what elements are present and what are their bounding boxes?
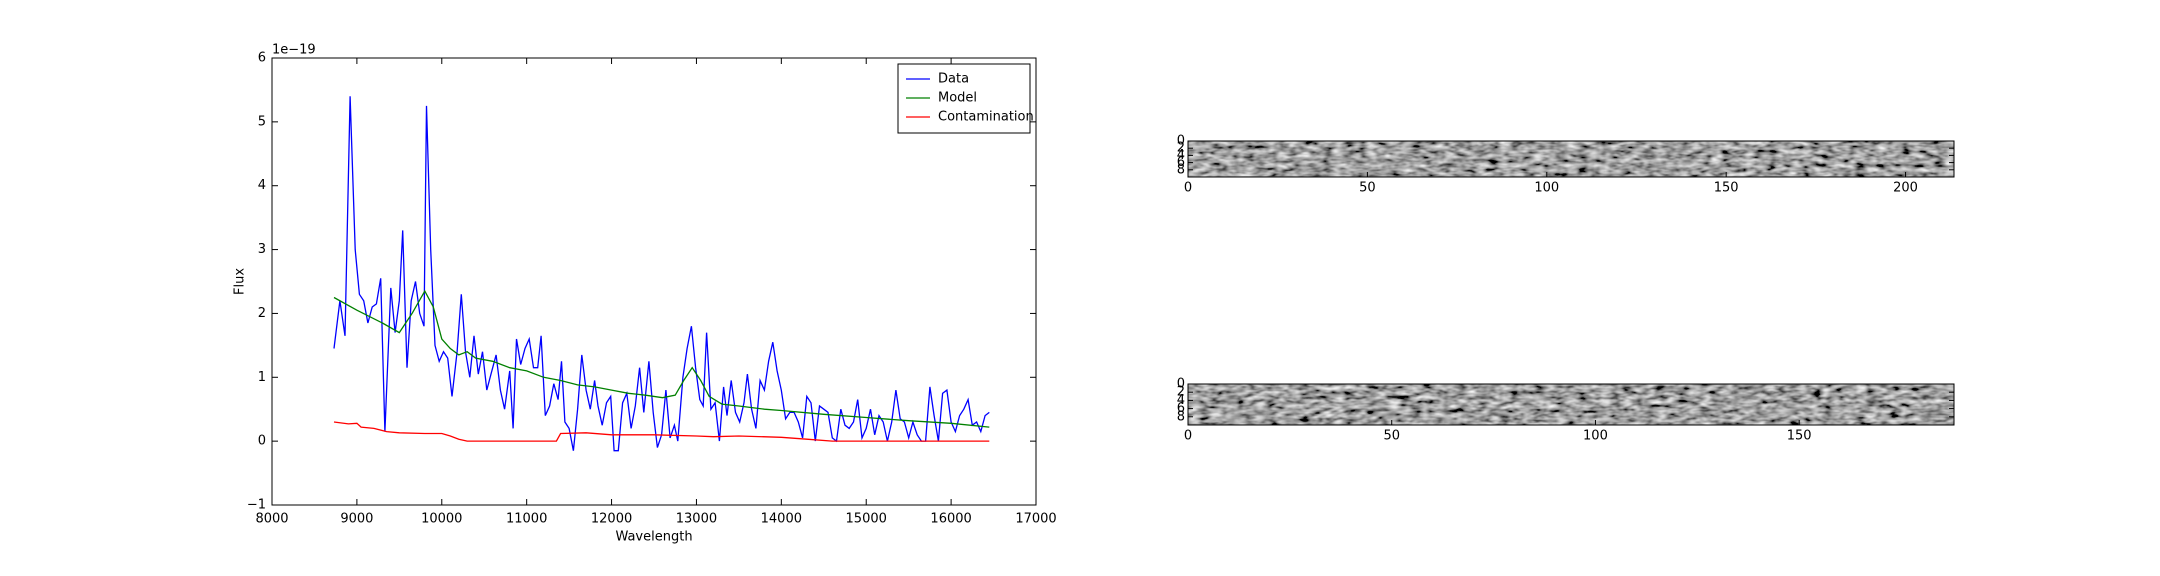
x-tick-label: 8000 (255, 512, 288, 527)
y-tick-label: 6 (1177, 155, 1185, 170)
x-tick-label: 11000 (506, 512, 547, 527)
legend-label: Contamination (938, 110, 1034, 125)
x-tick-label: 0 (1184, 181, 1192, 196)
x-tick-label: 150 (1714, 181, 1739, 196)
axes-frame (1187, 383, 1955, 426)
x-tick-label: 15000 (846, 512, 887, 527)
y-tick-label: −1 (247, 498, 266, 513)
series-line (333, 421, 990, 442)
spectrum-image (1188, 384, 1954, 425)
series-line (333, 96, 990, 452)
y-tick-label: 4 (258, 178, 266, 193)
y-tick-label: 8 (1177, 409, 1185, 424)
x-axis-label: Wavelength (615, 530, 692, 545)
y-tick-label: 2 (1177, 141, 1185, 156)
axes-frame (271, 57, 1037, 506)
y-tick-label: 0 (1177, 134, 1185, 149)
y-tick-label: 2 (1177, 385, 1185, 400)
x-tick-label: 14000 (761, 512, 802, 527)
y-axis-label: Flux (233, 268, 248, 295)
x-tick-label: 100 (1534, 181, 1559, 196)
x-tick-label: 200 (1893, 181, 1918, 196)
legend-label: Data (938, 72, 969, 87)
x-tick-label: 150 (1787, 429, 1812, 444)
y-tick-label: 0 (1177, 377, 1185, 392)
x-tick-label: 50 (1359, 181, 1376, 196)
y-tick-label: 4 (1177, 148, 1185, 163)
x-tick-label: 9000 (340, 512, 373, 527)
y-offset-label: 1e−19 (272, 43, 316, 58)
y-tick-label: 8 (1177, 162, 1185, 177)
y-tick-label: 0 (258, 434, 266, 449)
x-tick-label: 16000 (930, 512, 971, 527)
y-tick-label: 1 (258, 370, 266, 385)
y-tick-label: 6 (1177, 401, 1185, 416)
legend-label: Model (938, 91, 977, 106)
x-tick-label: 100 (1583, 429, 1608, 444)
spectrum-image (1188, 141, 1954, 177)
x-tick-label: 12000 (591, 512, 632, 527)
x-tick-label: 50 (1383, 429, 1400, 444)
x-tick-label: 17000 (1015, 512, 1056, 527)
x-tick-label: 13000 (676, 512, 717, 527)
y-tick-label: 4 (1177, 393, 1185, 408)
y-tick-label: 5 (258, 114, 266, 129)
x-tick-label: 10000 (421, 512, 462, 527)
x-tick-label: 0 (1184, 429, 1192, 444)
y-tick-label: 3 (258, 242, 266, 257)
series-line (333, 289, 990, 428)
axes-frame (1187, 140, 1955, 178)
y-tick-label: 2 (258, 306, 266, 321)
y-tick-label: 6 (258, 51, 266, 66)
